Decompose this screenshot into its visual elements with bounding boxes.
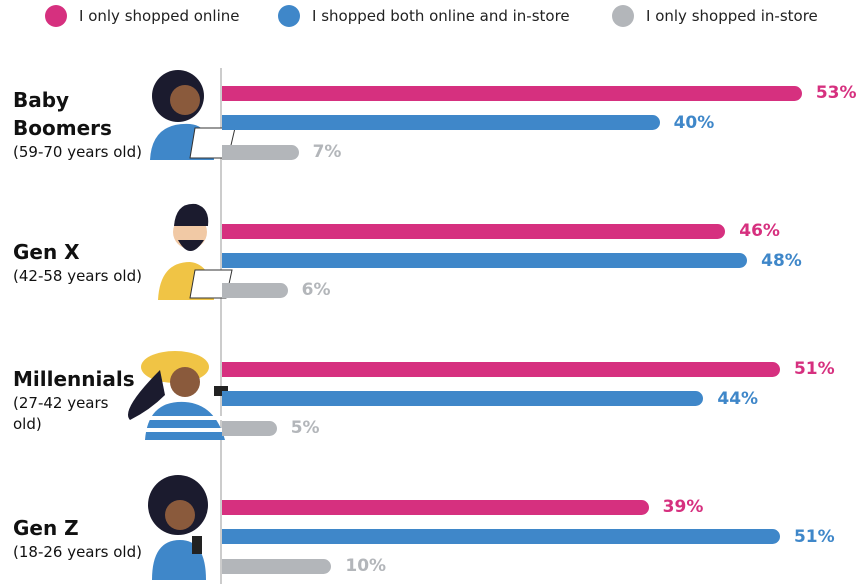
value-label: 51%	[794, 359, 835, 379]
category-name: Baby Boomers	[13, 86, 123, 142]
bar	[222, 559, 331, 574]
category-label: Gen X(42-58 years old)	[13, 212, 213, 312]
bar	[222, 86, 802, 101]
value-label: 48%	[761, 251, 802, 271]
bar	[222, 391, 703, 406]
value-label: 7%	[313, 142, 342, 162]
bar	[222, 283, 288, 298]
category-name: Gen Z	[13, 514, 213, 542]
bar	[222, 253, 747, 268]
category-label: Millennials(27-42 years old)	[13, 350, 213, 450]
value-label: 53%	[816, 83, 857, 103]
bar	[222, 145, 299, 160]
value-label: 44%	[717, 389, 758, 409]
bar	[222, 500, 649, 515]
category-name: Gen X	[13, 238, 213, 266]
value-label: 39%	[663, 497, 704, 517]
value-label: 51%	[794, 527, 835, 547]
category-subtitle: (59-70 years old)	[13, 142, 163, 163]
bar	[222, 421, 277, 436]
category-name: Millennials	[13, 365, 213, 393]
bar	[222, 529, 780, 544]
value-label: 5%	[291, 418, 320, 438]
category-subtitle: (27-42 years old)	[13, 393, 123, 435]
category-subtitle: (18-26 years old)	[13, 542, 163, 563]
category-subtitle: (42-58 years old)	[13, 266, 163, 287]
page: I only shopped onlineI shopped both onli…	[0, 0, 866, 584]
value-label: 46%	[739, 221, 780, 241]
bar	[222, 362, 780, 377]
category-label: Gen Z(18-26 years old)	[13, 488, 213, 588]
value-label: 6%	[302, 280, 331, 300]
bar	[222, 115, 660, 130]
bar	[222, 224, 725, 239]
category-label: Baby Boomers(59-70 years old)	[13, 74, 163, 174]
value-label: 10%	[345, 556, 386, 576]
value-label: 40%	[674, 113, 715, 133]
